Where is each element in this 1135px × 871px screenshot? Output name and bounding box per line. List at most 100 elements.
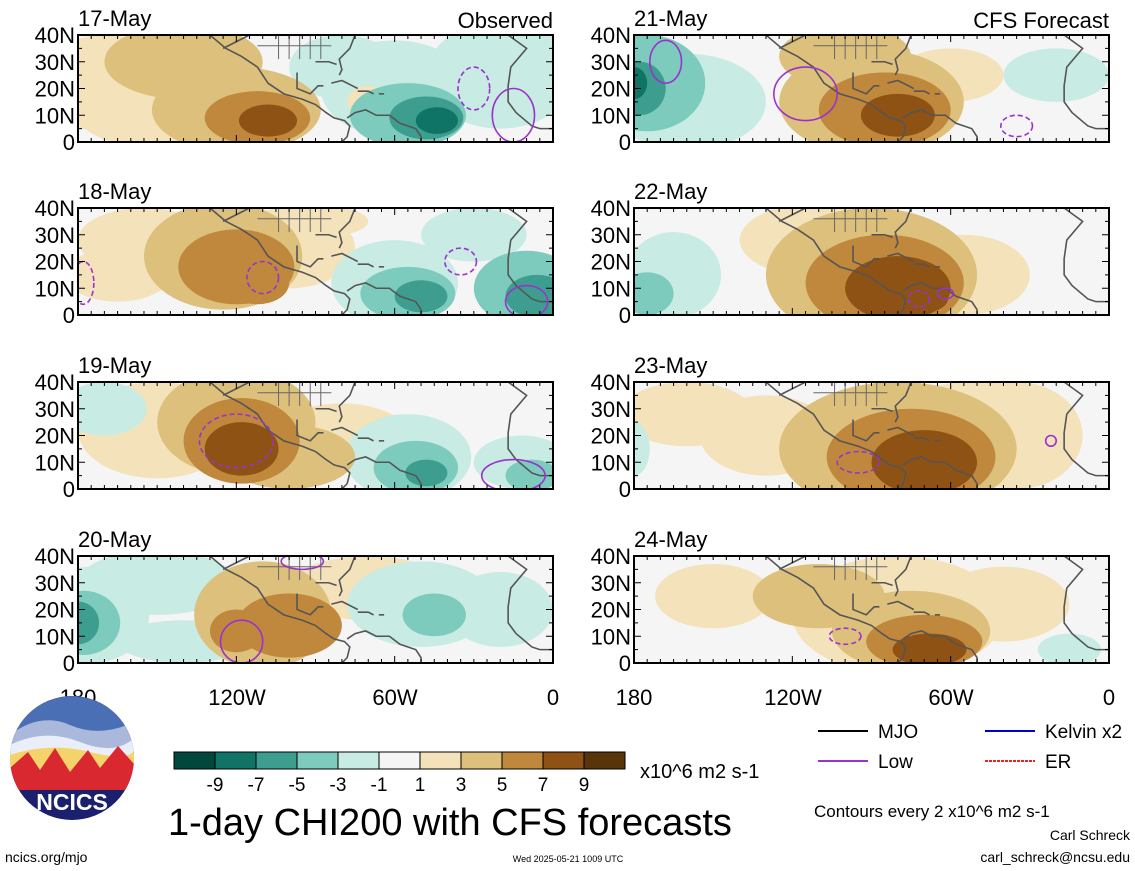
panel-date: 20-May: [78, 527, 151, 552]
logo-text: NCICS: [36, 789, 108, 815]
legend-label: ER: [1045, 752, 1071, 773]
coastline: [209, 35, 351, 142]
y-tick-label: 30N: [591, 571, 631, 596]
map-field: [634, 556, 1109, 663]
coastline: [209, 556, 351, 663]
y-tick-label: 40N: [591, 544, 631, 569]
y-tick-label: 10N: [591, 624, 631, 649]
coastline: [315, 581, 337, 587]
colorbar-swatch: [378, 751, 421, 770]
coastline: [209, 382, 351, 489]
y-tick-label: 40N: [591, 370, 631, 395]
y-tick-label: 30N: [591, 223, 631, 248]
coastline: [765, 382, 907, 489]
y-tick-label: 10N: [35, 103, 75, 128]
coastline: [357, 90, 374, 95]
y-tick-label: 0: [63, 130, 75, 155]
x-tick-label: 60W: [372, 685, 417, 710]
colorbar-tick-label: -3: [330, 775, 347, 796]
low-contour: [828, 627, 862, 646]
colorbar-swatch: [296, 751, 339, 770]
y-tick-label: 10N: [591, 450, 631, 475]
low-contour: [491, 87, 536, 142]
coastline: [887, 600, 915, 611]
coastline: [765, 208, 907, 315]
colorbar-tick-label: 5: [497, 775, 508, 796]
coastline: [902, 456, 978, 489]
y-tick-label: 30N: [591, 50, 631, 75]
coastline: [902, 109, 978, 142]
y-tick-label: 40N: [35, 544, 75, 569]
colorbar-swatch: [173, 751, 216, 770]
coastline: [346, 630, 422, 663]
low-contour: [1000, 114, 1034, 138]
x-tick-label: 0: [1103, 685, 1115, 710]
coastline: [765, 35, 907, 142]
coastline: [346, 456, 422, 489]
y-tick-label: 20N: [591, 598, 631, 623]
coastline: [357, 437, 374, 442]
units-label: x10^6 m2 s-1: [640, 761, 759, 783]
coastline: [894, 35, 912, 76]
coastline: [852, 72, 880, 95]
colorbar-swatch: [542, 751, 585, 770]
low-contour: [504, 284, 549, 315]
coastline: [357, 263, 374, 268]
map-field: [634, 382, 1109, 489]
colorbar: -9 -7 -5 -3 -1 1 3 5 7 9: [173, 751, 626, 796]
panel-date: 17-May: [78, 6, 151, 31]
colorbar-tick-label: 1: [415, 775, 426, 796]
low-contour: [444, 247, 478, 276]
coastline: [331, 79, 359, 90]
anomaly-region: [415, 107, 458, 134]
legend: MJO Kelvin x2 Low ER: [818, 722, 1122, 773]
y-tick-label: 20N: [35, 250, 75, 275]
x-axis-right: 180 120W 60W 0: [616, 685, 1115, 710]
anomaly-region: [892, 633, 967, 663]
y-tick-label: 30N: [35, 571, 75, 596]
low-contour: [480, 458, 546, 489]
coastline: [296, 419, 324, 442]
anomaly-region: [860, 93, 935, 137]
anomaly-region: [421, 208, 527, 262]
coastline: [894, 382, 912, 423]
map-field: [634, 35, 1109, 142]
anomaly-region: [78, 601, 100, 645]
y-tick-label: 0: [619, 303, 631, 328]
colorbar-tick-label: 3: [456, 775, 467, 796]
coastline: [852, 419, 880, 442]
anomaly-region: [78, 556, 237, 615]
coastline: [331, 252, 359, 263]
panel-date: 18-May: [78, 179, 151, 204]
y-tick-label: 20N: [591, 424, 631, 449]
anomaly-region: [1003, 48, 1109, 102]
coastline: [315, 233, 337, 239]
anomaly-region: [447, 572, 553, 647]
low-contour: [936, 287, 955, 300]
anomaly-region: [402, 593, 466, 637]
panel-date: 24-May: [634, 527, 707, 552]
x-axis-left: 180 120W 60W 0: [60, 685, 559, 710]
legend-label: Kelvin x2: [1045, 722, 1122, 743]
coastline: [902, 630, 978, 663]
y-tick-label: 10N: [35, 276, 75, 301]
ncics-logo: NCICS: [10, 696, 134, 820]
panel-date: 22-May: [634, 179, 707, 204]
y-tick-label: 20N: [35, 598, 75, 623]
contours-note: Contours every 2 x10^6 m2 s-1: [814, 802, 1050, 821]
figure-title: 1-day CHI200 with CFS forecasts: [168, 802, 732, 844]
y-tick-label: 0: [619, 130, 631, 155]
coastline: [913, 611, 930, 616]
coastline: [871, 60, 893, 66]
low-contour: [773, 66, 838, 122]
anomaly-region: [394, 280, 448, 313]
map-field: [78, 208, 553, 315]
y-tick-label: 30N: [35, 223, 75, 248]
colorbar-swatch: [337, 751, 380, 770]
